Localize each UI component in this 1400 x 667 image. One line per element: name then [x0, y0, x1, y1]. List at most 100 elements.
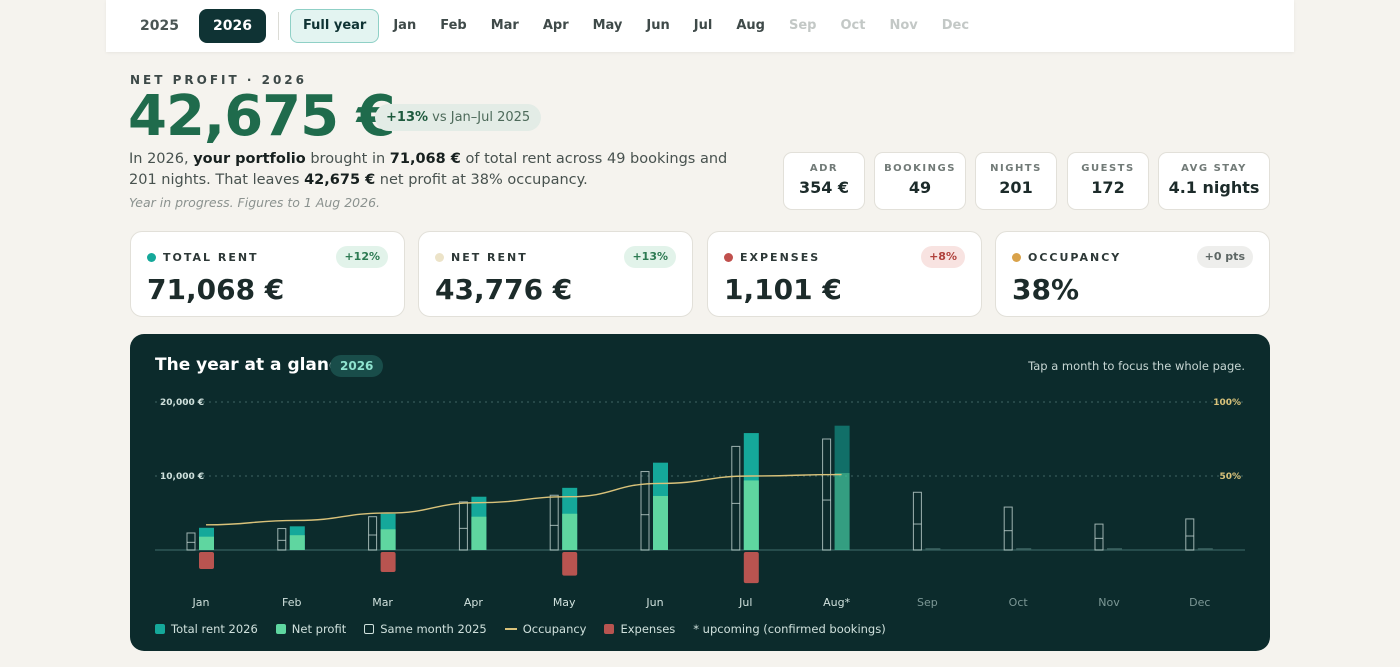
- legend-swatch: [155, 624, 165, 634]
- month-button-apr[interactable]: Apr: [542, 18, 569, 33]
- chart-legend: Total rent 2026 Net profit Same month 20…: [155, 622, 904, 636]
- bar-same-month-2025: [640, 471, 650, 551]
- bar-net-profit: [199, 536, 214, 550]
- kpi-card-occupancy[interactable]: OCCUPANCY +0 pts 38%: [995, 231, 1270, 317]
- month-button-mar[interactable]: Mar: [490, 18, 519, 33]
- legend-item-net-profit: Net profit: [275, 622, 347, 636]
- legend-swatch: [275, 624, 286, 634]
- x-tick-label: Aug*: [823, 596, 850, 609]
- bar-same-month-2025: [1003, 506, 1013, 551]
- stat-value: 4.1 nights: [1168, 178, 1260, 197]
- kpi-value: 38%: [1012, 273, 1080, 306]
- legend-label: Same month 2025: [380, 622, 487, 636]
- legend-label: Total rent 2026: [171, 622, 258, 636]
- kpi-label: EXPENSES: [740, 251, 821, 264]
- x-tick-label: Mar: [372, 596, 393, 609]
- kpi-label: OCCUPANCY: [1028, 251, 1122, 264]
- summary-part-4: net profit at 38% occupancy.: [375, 172, 588, 188]
- kpi-value: 1,101 €: [724, 273, 842, 306]
- x-tick-label: Feb: [282, 596, 301, 609]
- kpi-change-badge: +8%: [921, 246, 965, 268]
- month-button-oct: Oct: [840, 18, 866, 33]
- x-tick-label: Jul: [738, 596, 752, 609]
- kpi-change-badge: +12%: [336, 246, 388, 268]
- stat-tile-avg-stay: AVG STAY 4.1 nights: [1158, 152, 1270, 210]
- kpi-card-net-rent[interactable]: NET RENT +13% 43,776 €: [418, 231, 693, 317]
- x-tick-label: Dec: [1189, 596, 1210, 609]
- month-button-jun[interactable]: Jun: [646, 18, 670, 33]
- bar-net-profit: [743, 480, 759, 550]
- summary-part-1: In 2026,: [129, 151, 194, 167]
- bar-net-profit: [289, 535, 305, 550]
- legend-item-upcoming: * upcoming (confirmed bookings): [693, 622, 885, 636]
- legend-item-occupancy: Occupancy: [504, 622, 587, 636]
- legend-label: Net profit: [291, 622, 347, 636]
- bar-same-month-2025: [186, 532, 196, 551]
- legend-item-total-rent: Total rent 2026: [155, 622, 258, 636]
- year-button-2026[interactable]: 2026: [198, 9, 266, 43]
- bar-total-rent: [834, 425, 850, 550]
- summary-rent: 71,068 €: [389, 151, 461, 167]
- stat-value: 201: [999, 178, 1033, 197]
- kpi-card-expenses[interactable]: EXPENSES +8% 1,101 €: [707, 231, 982, 317]
- bar-same-month-2025: [458, 501, 468, 551]
- bar-expenses: [380, 552, 396, 572]
- hero-summary: In 2026, your portfolio brought in 71,06…: [129, 149, 729, 191]
- stat-label: ADR: [809, 163, 839, 174]
- legend-label: * upcoming (confirmed bookings): [693, 622, 886, 636]
- bar-expenses: [199, 552, 214, 570]
- x-tick-label: Oct: [1009, 596, 1029, 609]
- kpi-card-total-rent[interactable]: TOTAL RENT +12% 71,068 €: [130, 231, 405, 317]
- kpi-dot: [147, 253, 156, 262]
- legend-label: Expenses: [620, 622, 676, 636]
- x-tick-label: May: [553, 596, 576, 609]
- full-year-button[interactable]: Full year: [289, 9, 380, 43]
- stat-label: BOOKINGS: [884, 163, 956, 174]
- month-button-jul[interactable]: Jul: [693, 18, 713, 33]
- bar-same-month-2025: [549, 494, 559, 551]
- chart-year-badge: 2026: [330, 355, 384, 377]
- summary-part-3: of total rent across 49 bookings and 201…: [129, 151, 728, 188]
- month-button-feb[interactable]: Feb: [440, 18, 467, 33]
- legend-label: Occupancy: [522, 622, 587, 636]
- y-tick-label: 20,000 €: [160, 398, 204, 408]
- legend-item-expenses: Expenses: [604, 622, 675, 636]
- kpi-label: NET RENT: [451, 251, 528, 264]
- kpi-value: 71,068 €: [147, 273, 285, 306]
- x-tick-label: Jun: [645, 596, 663, 609]
- chart-hint: Tap a month to focus the whole page.: [1028, 359, 1245, 373]
- year-button-2025[interactable]: 2025: [140, 18, 179, 34]
- month-button-may[interactable]: May: [592, 18, 623, 33]
- bar-same-month-2025: [277, 528, 287, 551]
- bar-net-profit: [653, 495, 668, 550]
- bar-net-profit: [834, 473, 850, 550]
- legend-swatch: [604, 624, 615, 634]
- year-chart: 20,000 € 10,000 € 100% 50% Jan Feb Mar Apr May Ju…: [155, 398, 1245, 609]
- month-button-sep: Sep: [788, 18, 817, 33]
- legend-swatch: [364, 624, 375, 634]
- summary-part-2: brought in: [305, 151, 390, 167]
- stat-tile-guests: GUESTS 172: [1067, 152, 1149, 210]
- bar-net-profit: [562, 513, 578, 550]
- stat-tile-adr: ADR 354 €: [783, 152, 865, 210]
- hero-delta-percent: +13%: [386, 110, 429, 125]
- month-button-jan[interactable]: Jan: [393, 18, 417, 33]
- kpi-change-badge: +13%: [624, 246, 676, 268]
- bar-net-profit: [380, 529, 396, 550]
- bar-same-month-2025: [822, 438, 832, 551]
- x-tick-label: Sep: [917, 596, 938, 609]
- month-button-aug[interactable]: Aug: [736, 18, 765, 33]
- stat-label: GUESTS: [1081, 163, 1135, 174]
- stat-label: AVG STAY: [1181, 163, 1247, 174]
- stat-tile-nights: NIGHTS 201: [975, 152, 1057, 210]
- hero-net-profit-value: 42,675 €: [128, 84, 396, 149]
- year-chart-panel: 20,000 € 10,000 € 100% 50% Jan Feb Mar Apr May Ju…: [130, 334, 1270, 651]
- stat-value: 49: [908, 178, 932, 197]
- kpi-dot: [724, 253, 733, 262]
- bar-expenses: [562, 552, 578, 576]
- y2-tick-label: 100%: [1213, 398, 1241, 408]
- legend-swatch: [504, 628, 517, 630]
- stat-label: NIGHTS: [990, 163, 1042, 174]
- bar-net-profit: [471, 516, 487, 550]
- kpi-label: TOTAL RENT: [163, 251, 259, 264]
